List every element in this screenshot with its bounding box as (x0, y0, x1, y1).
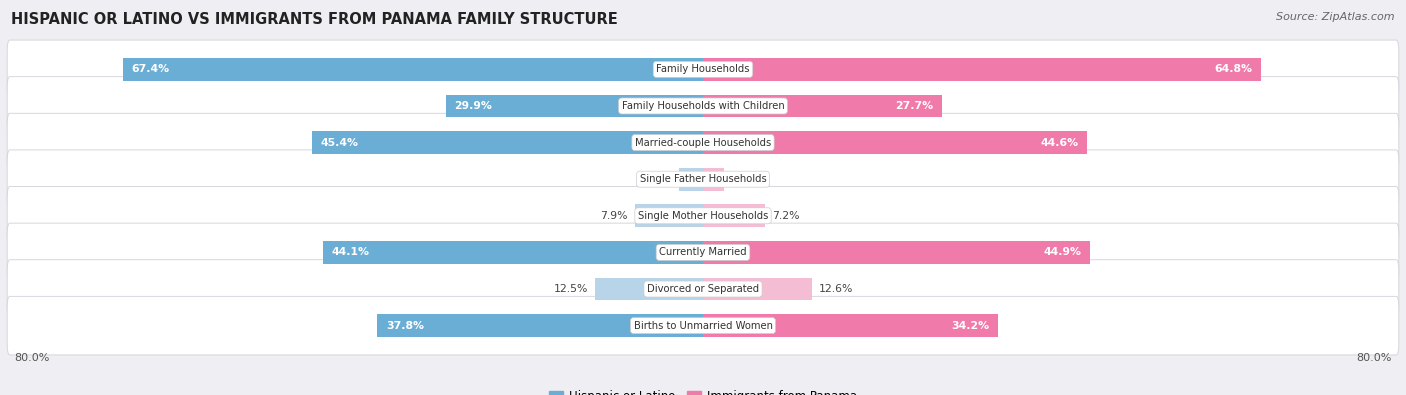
Bar (703, 95, 942, 117)
Bar (122, 58, 703, 81)
FancyBboxPatch shape (7, 40, 1399, 99)
FancyBboxPatch shape (7, 186, 1399, 245)
Text: Single Mother Households: Single Mother Households (638, 211, 768, 221)
Text: Births to Unmarried Women: Births to Unmarried Women (634, 321, 772, 331)
FancyBboxPatch shape (7, 260, 1399, 318)
Text: HISPANIC OR LATINO VS IMMIGRANTS FROM PANAMA FAMILY STRUCTURE: HISPANIC OR LATINO VS IMMIGRANTS FROM PA… (11, 12, 619, 27)
Bar (323, 241, 703, 264)
Bar (679, 168, 703, 190)
Bar (595, 278, 703, 300)
Text: 44.6%: 44.6% (1040, 137, 1078, 148)
Text: 29.9%: 29.9% (454, 101, 492, 111)
Text: Family Households with Children: Family Households with Children (621, 101, 785, 111)
Text: Source: ZipAtlas.com: Source: ZipAtlas.com (1277, 12, 1395, 22)
Text: 34.2%: 34.2% (950, 321, 988, 331)
Bar (703, 241, 1090, 264)
Text: 7.9%: 7.9% (600, 211, 628, 221)
Text: 2.4%: 2.4% (731, 174, 758, 184)
Bar (312, 131, 703, 154)
Bar (703, 205, 765, 227)
Text: 12.6%: 12.6% (818, 284, 853, 294)
Text: 64.8%: 64.8% (1215, 64, 1253, 74)
Text: Family Households: Family Households (657, 64, 749, 74)
Text: 80.0%: 80.0% (1357, 353, 1392, 363)
Bar (703, 131, 1087, 154)
Text: Currently Married: Currently Married (659, 247, 747, 258)
Bar (377, 314, 703, 337)
FancyBboxPatch shape (7, 223, 1399, 282)
FancyBboxPatch shape (7, 77, 1399, 135)
Text: Married-couple Households: Married-couple Households (636, 137, 770, 148)
Text: Divorced or Separated: Divorced or Separated (647, 284, 759, 294)
Text: 37.8%: 37.8% (387, 321, 425, 331)
Bar (703, 278, 811, 300)
Bar (703, 58, 1261, 81)
FancyBboxPatch shape (7, 296, 1399, 355)
Text: 45.4%: 45.4% (321, 137, 359, 148)
FancyBboxPatch shape (7, 113, 1399, 172)
Text: 44.9%: 44.9% (1043, 247, 1081, 258)
Text: 80.0%: 80.0% (14, 353, 49, 363)
FancyBboxPatch shape (7, 150, 1399, 209)
Bar (703, 314, 997, 337)
Bar (636, 205, 703, 227)
Text: 2.8%: 2.8% (644, 174, 672, 184)
Text: 44.1%: 44.1% (332, 247, 370, 258)
Text: 27.7%: 27.7% (894, 101, 934, 111)
Bar (446, 95, 703, 117)
Text: 67.4%: 67.4% (131, 64, 169, 74)
Bar (703, 168, 724, 190)
Legend: Hispanic or Latino, Immigrants from Panama: Hispanic or Latino, Immigrants from Pana… (544, 385, 862, 395)
Text: 12.5%: 12.5% (554, 284, 589, 294)
Text: Single Father Households: Single Father Households (640, 174, 766, 184)
Text: 7.2%: 7.2% (772, 211, 800, 221)
